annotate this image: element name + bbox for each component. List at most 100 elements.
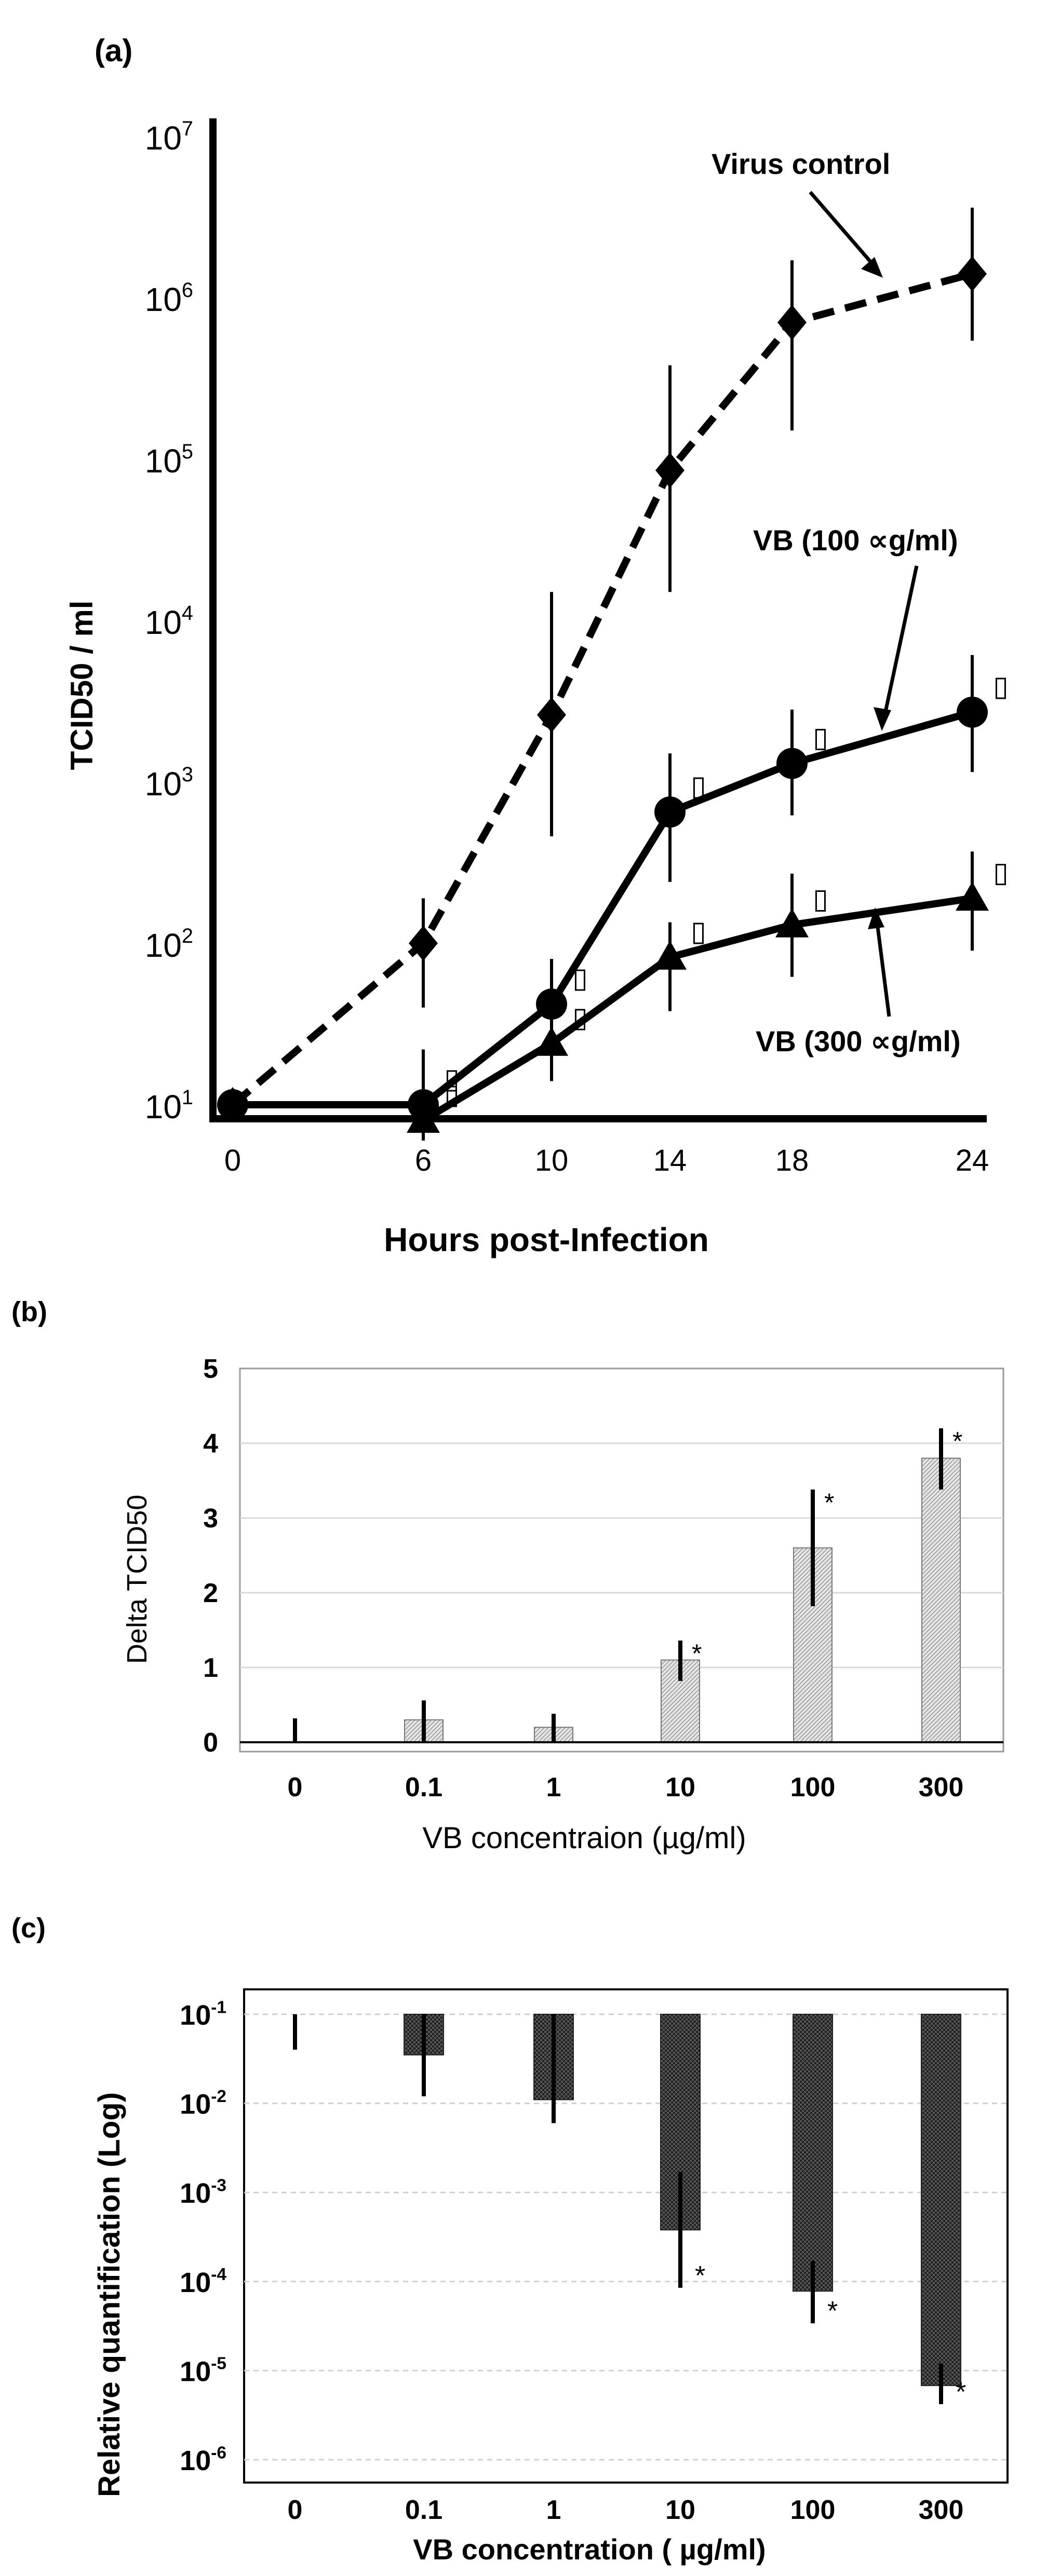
panel-b-bars: * * * xyxy=(293,1427,962,1743)
a-marker-circle xyxy=(776,748,808,779)
panel-c-label: (c) xyxy=(11,1913,46,1944)
panel-a-axes xyxy=(209,118,987,1122)
panel-c-y-axis-label: Relative quantification (Log) xyxy=(92,2092,126,2497)
b-xtick-label: 300 xyxy=(919,1772,964,1802)
a-significance-mark: ▯ xyxy=(993,671,1009,702)
panel-c-bar-chart: (c) Relative quantification (Log) VB con… xyxy=(11,1913,1009,2566)
c-significance-mark: * xyxy=(827,2296,838,2326)
b-ytick-label: 5 xyxy=(203,1354,218,1384)
a-ytick-label: 106 xyxy=(145,279,193,318)
c-ytick-label: 10-4 xyxy=(180,2265,226,2298)
panel-b-y-axis-label: Delta TCID50 xyxy=(122,1495,153,1664)
a-xtick-label: 18 xyxy=(775,1144,809,1177)
arrow-vb-100 xyxy=(882,565,919,720)
panel-c-x-axis-label: VB concentration ( µg/ml) xyxy=(413,2533,766,2566)
panel-c-y-ticks: 10-1 10-2 10-3 10-4 10-5 10-6 xyxy=(180,1998,226,2476)
c-xtick-label: 1 xyxy=(546,2495,561,2525)
a-series-2: ▯ ▯ ▯ ▯ ▯ xyxy=(407,851,1009,1141)
arrowhead-vb-100 xyxy=(874,707,891,731)
c-ytick-label: 10-5 xyxy=(180,2354,226,2388)
panel-a-x-axis-label: Hours post-Infection xyxy=(384,1221,709,1258)
a-marker-triangle xyxy=(535,1026,568,1056)
a-marker-triangle xyxy=(653,940,687,970)
panel-b-y-ticks: 0 1 2 3 4 5 xyxy=(203,1354,218,1758)
a-ytick-label: 101 xyxy=(145,1086,193,1126)
a-significance-mark: ▯ xyxy=(572,1002,588,1033)
c-significance-mark: * xyxy=(956,2377,966,2407)
a-xtick-label: 14 xyxy=(653,1144,687,1177)
a-significance-mark: ▯ xyxy=(691,916,706,947)
a-xtick-label: 24 xyxy=(956,1144,989,1177)
a-marker-circle xyxy=(654,796,686,828)
b-xtick-label: 0 xyxy=(288,1772,303,1802)
a-significance-mark: ▯ xyxy=(572,962,588,994)
b-ytick-label: 1 xyxy=(203,1653,218,1683)
b-xtick-label: 0.1 xyxy=(405,1772,442,1802)
b-ytick-label: 2 xyxy=(203,1578,218,1608)
a-xtick-label: 6 xyxy=(415,1144,432,1177)
a-marker-triangle xyxy=(956,882,989,911)
panel-a-y-axis-label: TCID50 / ml xyxy=(64,601,99,770)
panel-b-label: (b) xyxy=(11,1296,47,1327)
panel-a-x-ticks: 0 6 10 14 18 24 xyxy=(224,1144,989,1177)
c-xtick-label: 0 xyxy=(288,2495,303,2525)
a-significance-mark: ▯ xyxy=(993,857,1009,888)
a-marker-triangle xyxy=(775,908,809,938)
panel-b-bar-chart: (b) Delta TCID50 VB concentraion (µg/ml)… xyxy=(11,1296,1004,1855)
a-ytick-label: 103 xyxy=(145,763,193,803)
b-ytick-label: 4 xyxy=(203,1429,218,1459)
c-ytick-label: 10-3 xyxy=(180,2176,226,2209)
panel-c-x-ticks: 0 0.1 1 10 100 300 xyxy=(288,2495,964,2525)
c-xtick-label: 100 xyxy=(790,2495,836,2525)
a-marker-triangle xyxy=(407,1104,440,1133)
a-significance-mark: ▯ xyxy=(444,1079,460,1110)
a-marker-circle xyxy=(536,988,567,1020)
b-bar xyxy=(921,1457,961,1743)
b-xtick-label: 1 xyxy=(546,1772,561,1802)
c-ytick-label: 10-1 xyxy=(180,1998,226,2031)
panel-b-plot-frame xyxy=(239,1367,1004,1753)
b-xtick-label: 100 xyxy=(790,1772,836,1802)
b-ytick-label: 0 xyxy=(203,1728,218,1758)
a-series-0 xyxy=(218,207,987,1122)
a-significance-mark: ▯ xyxy=(813,884,828,915)
annotation-vb-300: VB (300 ∝g/ml) xyxy=(756,1025,961,1057)
b-ytick-label: 3 xyxy=(203,1503,218,1534)
arrow-vb-300 xyxy=(875,918,891,1017)
panel-b-grid xyxy=(240,1442,1003,1669)
b-significance-mark: * xyxy=(824,1488,834,1517)
panel-c-bars: * * * xyxy=(293,2014,966,2407)
c-significance-mark: * xyxy=(695,2261,705,2291)
a-marker-diamond xyxy=(777,305,807,341)
a-significance-mark: ▯ xyxy=(813,722,828,753)
a-marker-diamond xyxy=(537,697,566,733)
panel-a-series: ▯▯▯▯▯▯▯▯▯▯ xyxy=(217,207,1009,1141)
c-xtick-label: 10 xyxy=(665,2495,695,2525)
b-xtick-label: 10 xyxy=(665,1772,695,1802)
a-xtick-label: 10 xyxy=(535,1144,569,1177)
a-ytick-label: 107 xyxy=(145,117,193,157)
panel-c-grid xyxy=(244,2013,1008,2461)
arrowhead-virus-control xyxy=(861,257,883,278)
annotation-vb-100: VB (100 ∝g/ml) xyxy=(753,524,958,557)
panel-b-x-axis-label: VB concentraion (µg/ml) xyxy=(422,1821,746,1855)
c-xtick-label: 300 xyxy=(919,2495,964,2525)
a-ytick-label: 102 xyxy=(145,925,193,964)
b-significance-mark: * xyxy=(692,1639,702,1668)
b-significance-mark: * xyxy=(952,1427,962,1456)
a-marker-circle xyxy=(957,696,988,728)
a-xtick-label: 0 xyxy=(224,1144,241,1177)
a-ytick-label: 105 xyxy=(145,440,193,480)
a-ytick-label: 104 xyxy=(145,602,193,641)
a-marker-diamond xyxy=(958,256,987,292)
panel-a-y-ticks: 101 102 103 104 105 106 107 xyxy=(145,117,193,1126)
a-marker-circle xyxy=(217,1089,248,1120)
a-series-line xyxy=(233,709,973,1108)
panel-a-label: (a) xyxy=(95,33,132,68)
panel-c-plot-frame xyxy=(243,1988,1009,2484)
c-ytick-label: 10-6 xyxy=(180,2443,226,2476)
annotation-virus-control: Virus control xyxy=(712,147,890,180)
panel-b-x-ticks: 0 0.1 1 10 100 300 xyxy=(288,1772,964,1802)
arrow-virus-control xyxy=(809,191,879,272)
